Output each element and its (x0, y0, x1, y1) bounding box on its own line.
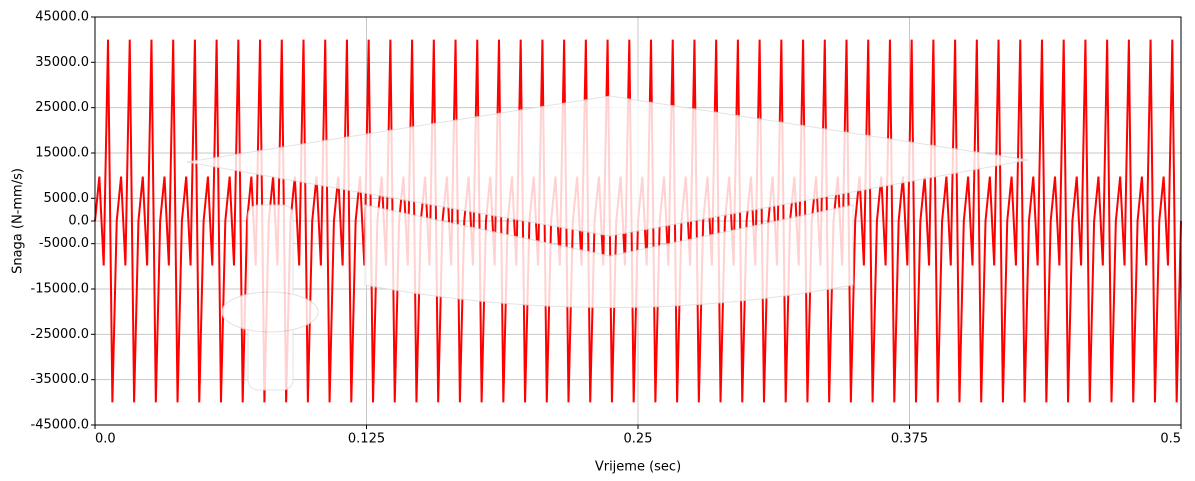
watermark-base (364, 204, 854, 308)
y-tick-label: 15000.0 (35, 146, 89, 161)
y-tick-label: -45000.0 (31, 418, 89, 433)
x-tick-label: 0.0 (95, 432, 116, 447)
y-tick-label: 0.0 (68, 214, 89, 229)
watermark-knot (221, 291, 319, 333)
y-tick-label: -25000.0 (31, 327, 89, 342)
x-tick-label: 0.5 (1160, 432, 1181, 447)
y-tick-label: 25000.0 (35, 100, 89, 115)
y-tick-label: -35000.0 (31, 372, 89, 387)
y-tick-label: -5000.0 (39, 236, 89, 251)
y-axis-title: Snaga (N-mm/s) (11, 168, 26, 274)
x-axis-title: Vrijeme (sec) (595, 460, 681, 475)
x-tick-label: 0.25 (624, 432, 653, 447)
watermark-cap (186, 95, 1029, 237)
y-tick-label: 35000.0 (35, 55, 89, 70)
x-tick-label: 0.375 (891, 432, 928, 447)
y-tick-label: 5000.0 (44, 191, 90, 206)
watermark (186, 95, 1029, 391)
y-tick-label: -15000.0 (31, 282, 89, 297)
x-tick-label: 0.125 (348, 432, 385, 447)
y-tick-label: 45000.0 (35, 10, 89, 25)
